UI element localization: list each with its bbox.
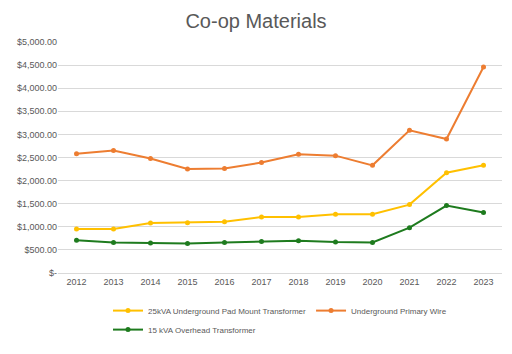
svg-text:$3,500.00: $3,500.00 [17, 106, 57, 116]
svg-text:$2,000.00: $2,000.00 [17, 176, 57, 186]
svg-text:2020: 2020 [362, 277, 382, 287]
svg-text:2014: 2014 [140, 277, 160, 287]
svg-text:$1,000.00: $1,000.00 [17, 222, 57, 232]
svg-text:2012: 2012 [66, 277, 86, 287]
svg-text:Co-op Materials: Co-op Materials [185, 10, 326, 32]
svg-text:15 kVA Overhead Transformer: 15 kVA Overhead Transformer [148, 326, 256, 335]
svg-text:25kVA Underground Pad Mount Tr: 25kVA Underground Pad Mount Transformer [148, 307, 306, 316]
svg-text:2016: 2016 [214, 277, 234, 287]
svg-text:2018: 2018 [288, 277, 308, 287]
svg-text:$-: $- [49, 268, 57, 278]
svg-text:2022: 2022 [436, 277, 456, 287]
svg-text:$4,000.00: $4,000.00 [17, 83, 57, 93]
svg-text:2019: 2019 [325, 277, 345, 287]
svg-text:$5,000.00: $5,000.00 [17, 37, 57, 47]
svg-text:$3,000.00: $3,000.00 [17, 130, 57, 140]
svg-text:2013: 2013 [103, 277, 123, 287]
svg-text:$4,500.00: $4,500.00 [17, 60, 57, 70]
svg-text:$500.00: $500.00 [24, 245, 57, 255]
svg-text:2017: 2017 [251, 277, 271, 287]
svg-text:$1,500.00: $1,500.00 [17, 199, 57, 209]
svg-text:2023: 2023 [473, 277, 493, 287]
svg-text:2021: 2021 [399, 277, 419, 287]
svg-text:2015: 2015 [177, 277, 197, 287]
svg-text:$2,500.00: $2,500.00 [17, 153, 57, 163]
svg-text:Underground Primary Wire: Underground Primary Wire [351, 307, 447, 316]
